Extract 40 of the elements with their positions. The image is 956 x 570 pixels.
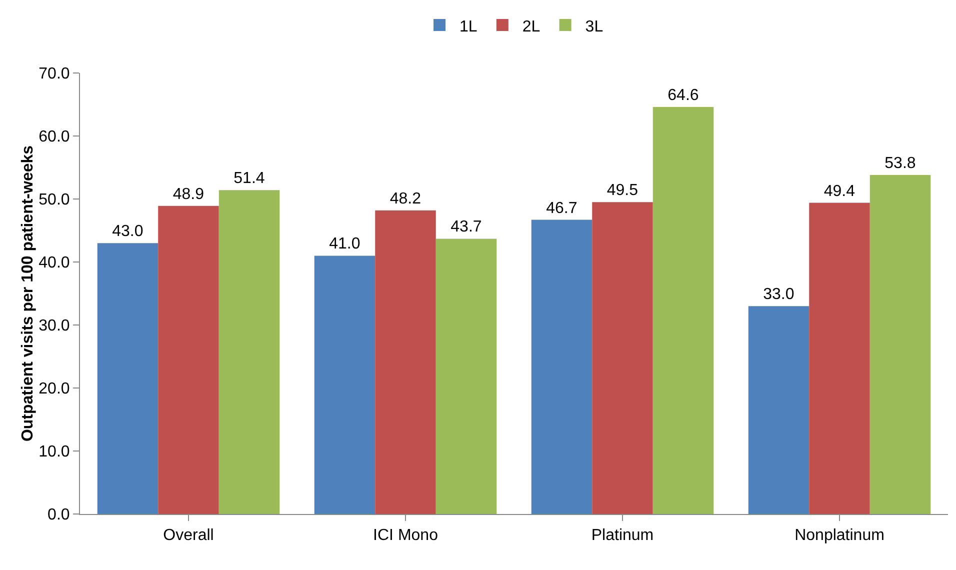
data-label: 49.5 xyxy=(606,182,638,200)
data-label: 53.8 xyxy=(884,155,916,172)
y-tick-label: 60.0 xyxy=(38,128,70,146)
data-label: 33.0 xyxy=(763,286,794,304)
y-tick-label: 10.0 xyxy=(38,444,70,461)
data-label: 43.0 xyxy=(112,223,144,240)
data-label: 48.9 xyxy=(172,186,204,203)
data-label: 49.4 xyxy=(824,182,856,200)
y-tick-label: 40.0 xyxy=(38,254,70,272)
bar xyxy=(531,220,592,514)
y-tick-label: 30.0 xyxy=(38,318,70,335)
data-label: 51.4 xyxy=(234,170,265,188)
bar xyxy=(218,190,280,514)
bar xyxy=(97,243,158,514)
bar xyxy=(809,202,870,514)
bar xyxy=(158,206,219,514)
y-tick-label: 70.0 xyxy=(38,66,70,83)
legend-label: 2L xyxy=(522,18,540,36)
x-tick-label: Nonplatinum xyxy=(794,527,884,544)
legend-label: 1L xyxy=(460,18,478,36)
data-label: 43.7 xyxy=(450,218,482,236)
data-label: 64.6 xyxy=(668,87,699,104)
bar xyxy=(592,202,653,514)
bar xyxy=(375,210,436,514)
bar xyxy=(748,306,810,514)
y-tick-label: 0.0 xyxy=(48,506,70,524)
x-tick-label: ICI Mono xyxy=(373,527,438,544)
bar xyxy=(652,107,714,514)
y-tick-label: 50.0 xyxy=(38,192,70,209)
bar xyxy=(870,175,931,514)
data-label: 46.7 xyxy=(546,200,578,217)
bar xyxy=(314,256,376,514)
legend-label: 3L xyxy=(585,18,604,36)
data-label: 48.2 xyxy=(390,190,422,208)
bar xyxy=(436,238,497,514)
x-tick-label: Platinum xyxy=(591,527,654,544)
y-tick-label: 20.0 xyxy=(38,380,70,398)
data-label: 41.0 xyxy=(329,236,360,253)
y-axis-title: Outpatient visits per 100 patient-weeks xyxy=(20,145,37,442)
x-tick-label: Overall xyxy=(163,527,214,544)
